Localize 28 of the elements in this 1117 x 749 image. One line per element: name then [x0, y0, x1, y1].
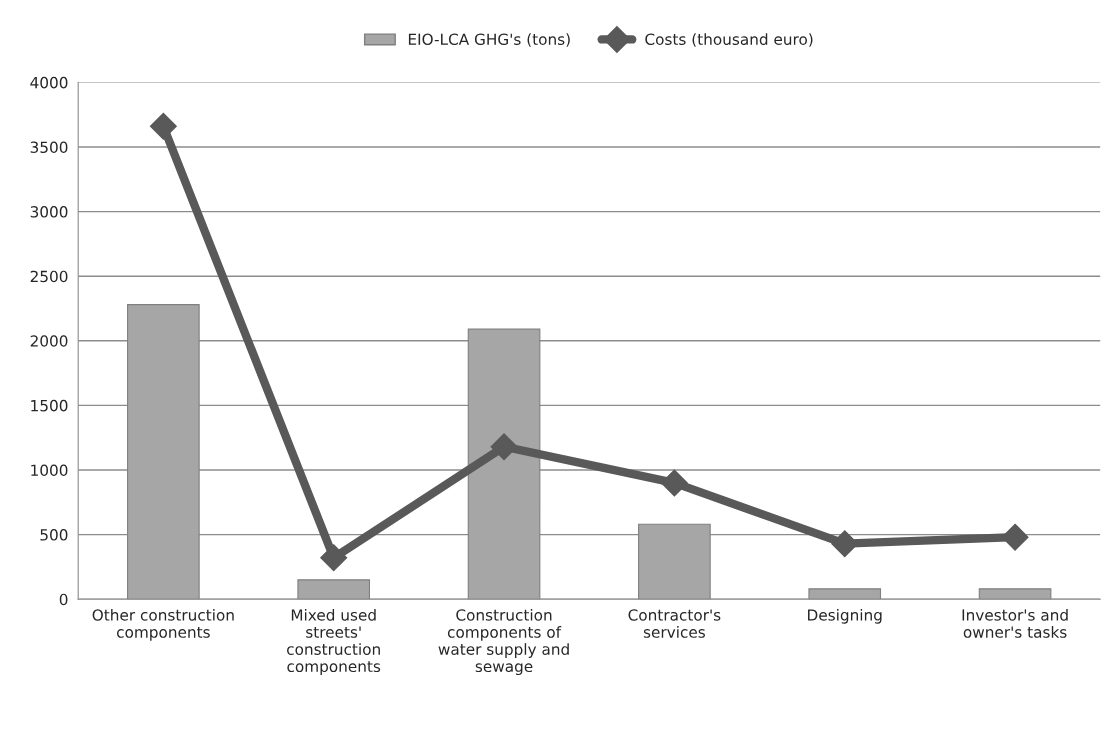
bar	[467, 328, 541, 600]
point	[320, 544, 348, 572]
x-tick-label: Other construction components	[92, 608, 234, 641]
point	[149, 112, 177, 140]
bar	[127, 304, 200, 600]
x-tick-label: Investor's and owner's tasks	[962, 608, 1068, 638]
x-tick-label: Designing	[808, 608, 882, 624]
legend-label: Costs (thousand euro)	[645, 33, 813, 47]
y-tick-label: 1000	[31, 464, 68, 477]
y-tick-label: 500	[40, 529, 68, 541]
y-tick-label: 2000	[30, 335, 68, 347]
y-tick-label: 1500	[31, 399, 68, 412]
point	[1001, 523, 1029, 551]
x-tick-label: Construction components of water supply and sewage	[438, 608, 569, 676]
point	[490, 433, 518, 461]
bar	[297, 579, 371, 600]
y-tick-label: 4000	[30, 76, 68, 89]
bar	[808, 588, 882, 600]
y-tick-label: 2500	[30, 270, 68, 283]
bar	[978, 588, 1052, 600]
point	[660, 469, 688, 497]
x-tick-label: Contractor's services	[628, 609, 721, 638]
y-tick-label: 3000	[30, 206, 68, 218]
legend-label: EIO-LCA GHG's (tons)	[408, 33, 570, 47]
bar	[638, 523, 711, 600]
y-tick-label: 0	[59, 593, 68, 606]
x-tick-label: Mixed used streets' construction components	[287, 608, 381, 676]
y-tick-label: 3500	[30, 141, 68, 154]
